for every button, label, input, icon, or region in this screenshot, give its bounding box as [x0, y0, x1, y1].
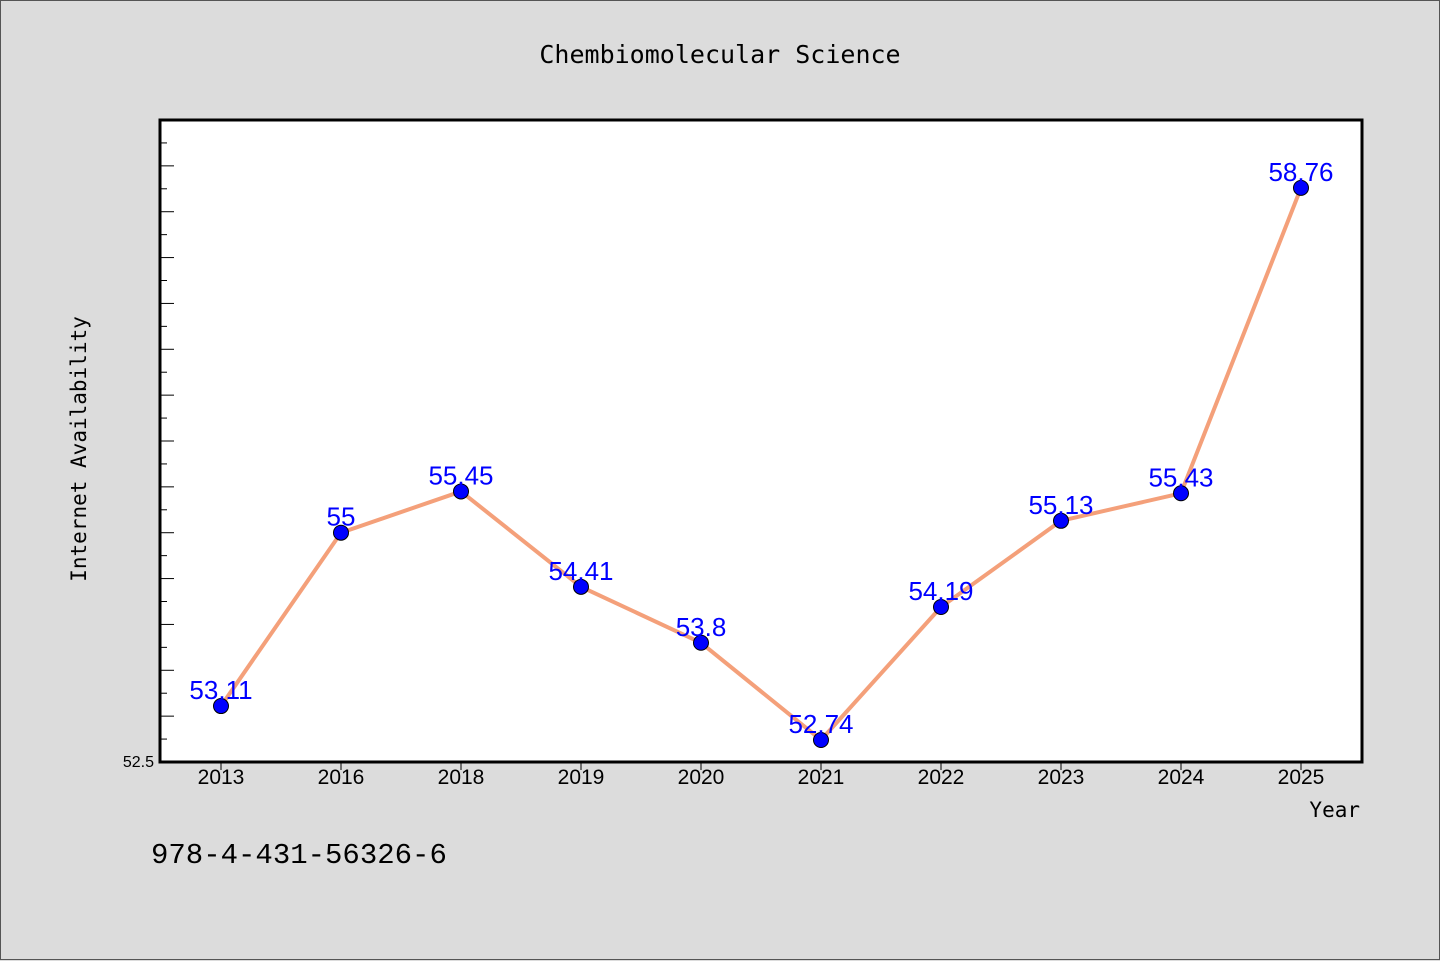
y-axis-ticks: [160, 142, 174, 740]
isbn-footer: 978-4-431-56326-6: [151, 839, 447, 872]
data-label: 55.45: [428, 460, 493, 490]
x-axis-label: Year: [1309, 798, 1360, 822]
data-point: [1173, 485, 1189, 502]
data-point: [453, 483, 469, 500]
data-label: 55: [327, 502, 356, 532]
x-tick-label: 2025: [1278, 766, 1325, 789]
data-point: [693, 634, 709, 651]
x-tick-label: 2023: [1038, 766, 1085, 789]
data-point: [1053, 512, 1069, 529]
data-point: [933, 599, 949, 616]
x-tick-label: 2018: [438, 766, 485, 789]
x-tick-label: 2019: [558, 766, 605, 789]
data-label: 53.11: [189, 675, 252, 705]
data-point: [213, 698, 229, 715]
series-layer: 53.11 55 55.45 54.41 53.8 52.74 54.19 55.13 55.4…: [189, 157, 1334, 748]
y-axis-label: Internet Availability: [67, 316, 91, 582]
x-tick-labels: 2013 2016 2018 2019 2020 2021 2022 2023 2024 2025: [198, 766, 1325, 789]
x-tick-label: 2013: [198, 766, 245, 789]
data-point: [573, 578, 589, 595]
data-label: 54.41: [548, 556, 613, 586]
x-axis-ticks: [220, 762, 1302, 770]
x-tick-label: 2016: [318, 766, 365, 789]
data-point: [813, 731, 829, 748]
data-label: 58.76: [1268, 157, 1333, 187]
x-tick-label: 2024: [1158, 766, 1205, 789]
data-label: 55.13: [1028, 490, 1093, 520]
data-point: [1293, 179, 1309, 196]
plot-area: [158, 118, 1364, 764]
x-tick-label: 2020: [678, 766, 725, 789]
y-tick-label-min: 52.5: [123, 754, 154, 771]
chart-title: Chembiomolecular Science: [539, 40, 900, 69]
data-label: 55.43: [1148, 462, 1213, 492]
data-point: [333, 524, 349, 541]
data-label: 54.19: [908, 576, 973, 606]
x-tick-label: 2021: [798, 766, 845, 789]
series-line: [219, 185, 1303, 742]
data-label: 52.74: [788, 709, 853, 739]
data-label: 53.8: [676, 612, 727, 642]
x-tick-label: 2022: [918, 766, 965, 789]
